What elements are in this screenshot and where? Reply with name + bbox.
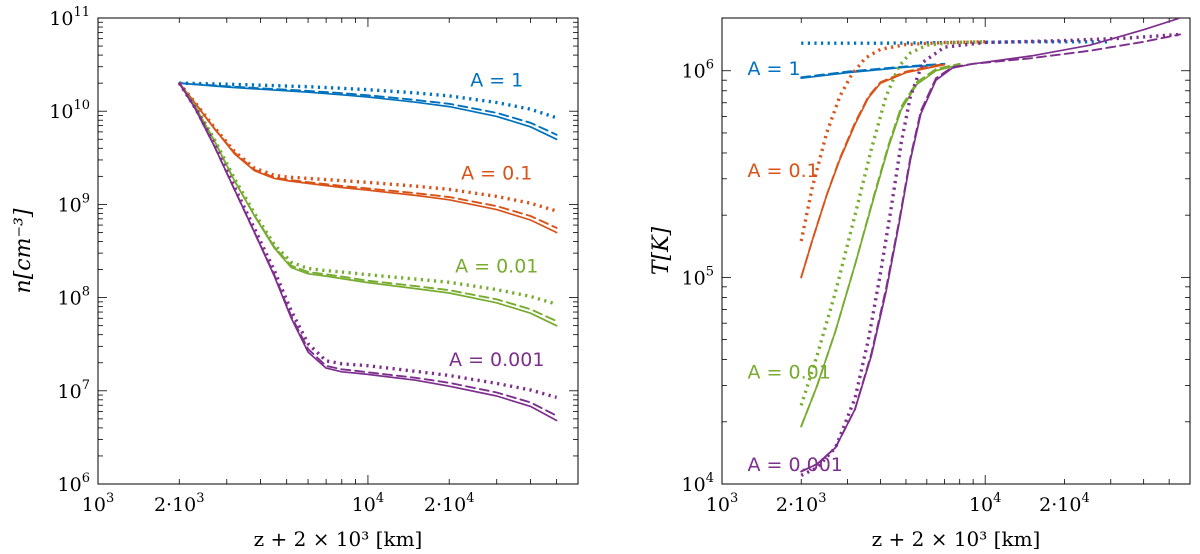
series-label: A = 0.1: [748, 160, 819, 182]
y-tick-label: 1010: [49, 98, 90, 123]
x-tick-label: 2·103: [154, 491, 205, 516]
series-line-dashed: [800, 33, 1182, 473]
series-label: A = 0.01: [748, 362, 831, 384]
x-tick-label: 2·104: [1039, 491, 1090, 516]
x-tick-label: 103: [706, 491, 738, 516]
series-label: A = 0.01: [455, 256, 538, 278]
series-line-dotted: [799, 40, 986, 406]
y-tick-label: 107: [58, 378, 90, 403]
series-line-solid: [178, 82, 558, 234]
series-line-dotted: [177, 82, 558, 213]
curves: [799, 18, 1182, 477]
x-tick-label: 104: [352, 491, 384, 516]
series-line-solid: [800, 18, 1181, 473]
series-line-dashed: [178, 82, 558, 136]
series-line-dotted: [800, 32, 1181, 477]
series-label: A = 0.1: [461, 162, 532, 184]
series-line-dashed: [800, 62, 961, 428]
y-tick-label: 108: [58, 285, 90, 310]
series-line-dashed: [178, 82, 558, 323]
x-axis-label: z + 2 × 10³ [km]: [254, 527, 423, 551]
y-tick-label: 104: [682, 471, 714, 496]
y-tick-label: 1011: [49, 5, 90, 30]
x-axis-label: z + 2 × 10³ [km]: [872, 527, 1041, 551]
density-panel: 103 2·103 104 2·104 106 107 108 109 1010 1011 z + …: [11, 5, 579, 551]
series-line-dashed: [178, 82, 558, 417]
y-axis-label: T[K]: [649, 226, 674, 275]
series-line-dotted: [177, 82, 558, 400]
axes-frame: [97, 17, 579, 485]
minor-ticks: [97, 17, 579, 485]
y-tick-label: 109: [58, 191, 90, 216]
axes-frame: [721, 17, 1191, 485]
temperature-panel: 103 2·103 104 2·104 104 105 106 z + 2 × 10³ [km…: [649, 17, 1191, 551]
series-label: A = 0.001: [449, 349, 544, 371]
series-line-solid: [178, 82, 558, 141]
series-line-dashed: [800, 62, 946, 279]
series-line-dotted: [799, 40, 986, 242]
y-tick-label: 106: [58, 471, 90, 496]
y-tick-label: 105: [682, 264, 714, 289]
y-axis-label: n[cm⁻³]: [11, 208, 36, 293]
series-label: A = 0.001: [748, 454, 843, 476]
series-line-dotted: [177, 82, 558, 306]
minor-ticks: [721, 18, 1191, 485]
x-tick-label: 104: [969, 491, 1001, 516]
x-tick-label: 2·103: [776, 491, 827, 516]
y-tick-label: 106: [682, 58, 714, 83]
series-line-solid: [800, 63, 946, 279]
x-tick-label: 2·104: [424, 491, 475, 516]
series-label: A = 1: [470, 69, 523, 91]
series-line-dashed: [800, 62, 946, 79]
series-line-dotted: [801, 40, 1111, 45]
series-line-dashed: [178, 82, 558, 229]
x-tick-label: 103: [82, 491, 114, 516]
curves: [177, 81, 558, 422]
series-label: A = 1: [748, 58, 801, 80]
